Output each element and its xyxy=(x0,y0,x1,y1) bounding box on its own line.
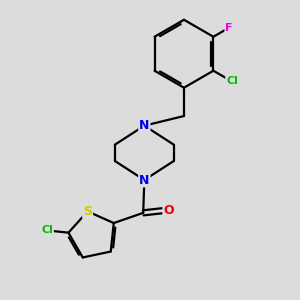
Text: N: N xyxy=(139,173,149,187)
Text: Cl: Cl xyxy=(41,225,53,236)
Text: S: S xyxy=(83,205,92,218)
Text: N: N xyxy=(139,119,149,132)
Text: F: F xyxy=(225,23,233,33)
Text: O: O xyxy=(164,203,174,217)
Text: Cl: Cl xyxy=(226,76,238,86)
